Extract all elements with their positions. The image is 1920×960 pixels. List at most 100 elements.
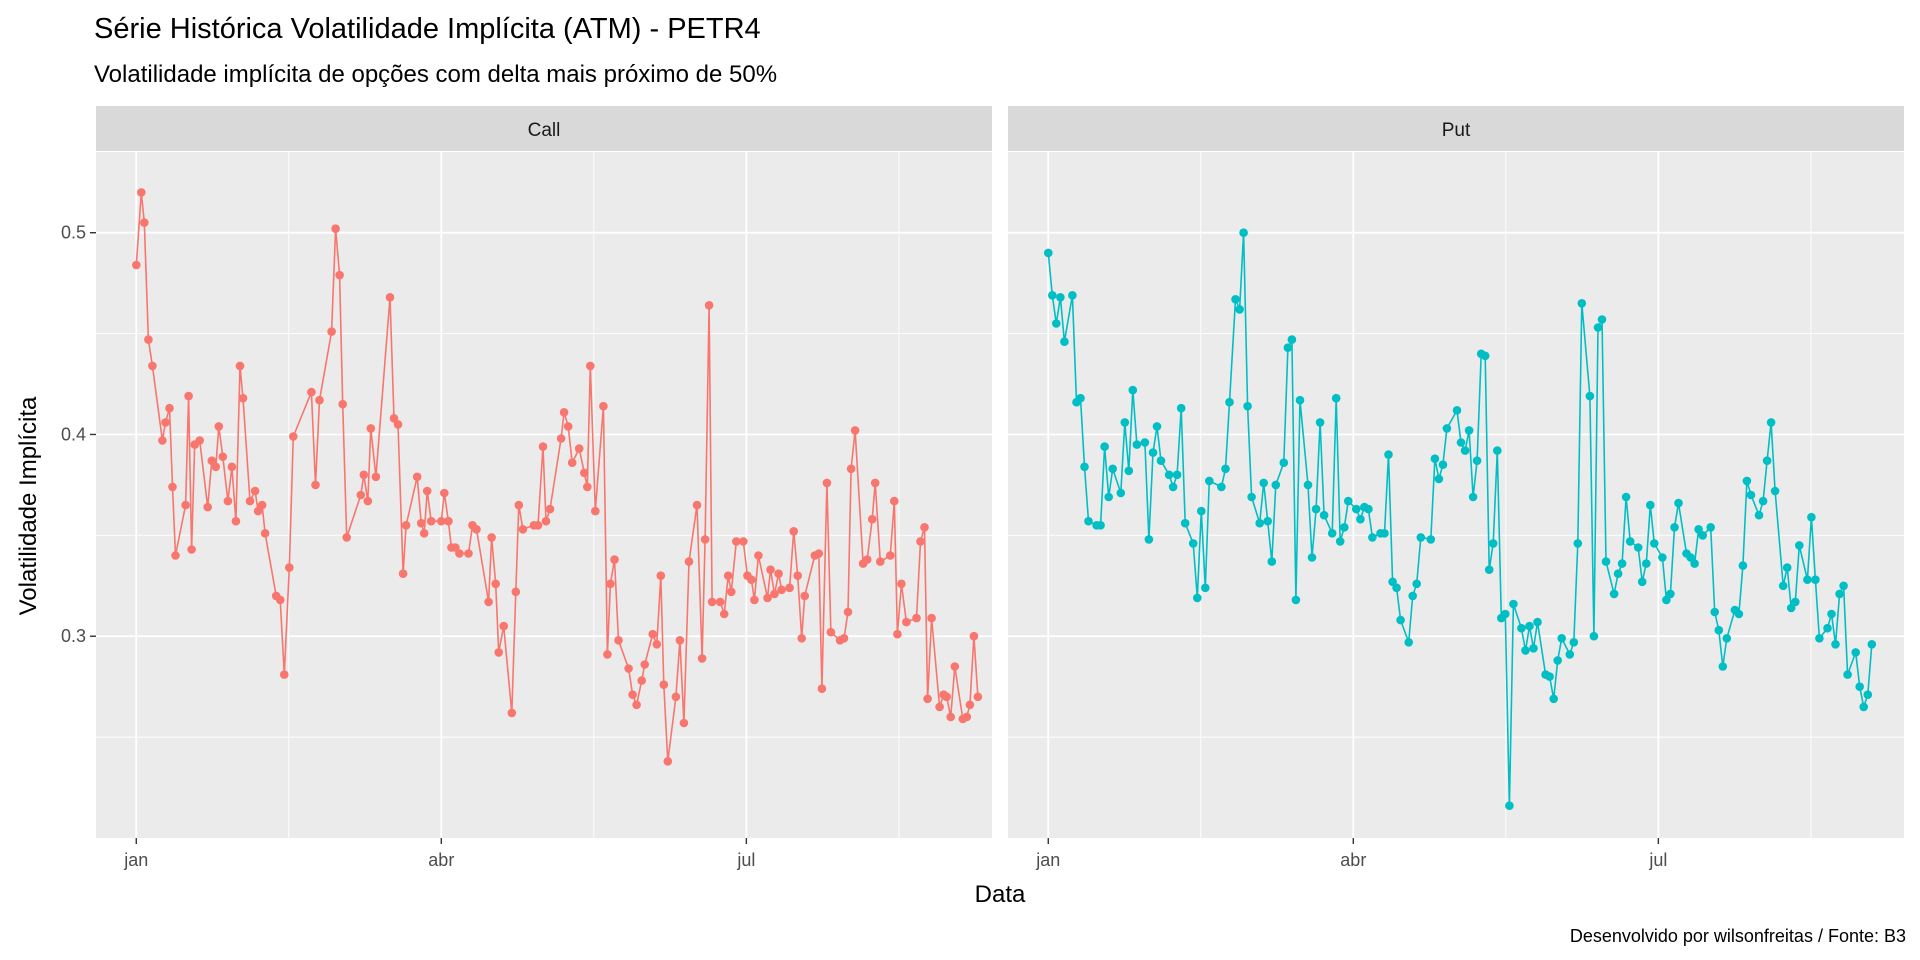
data-point bbox=[307, 387, 316, 397]
data-point bbox=[514, 500, 524, 510]
data-point bbox=[1416, 533, 1426, 542]
y-tick-label: 0.4 bbox=[61, 424, 86, 444]
data-point bbox=[1307, 553, 1317, 562]
data-point bbox=[747, 575, 756, 584]
data-point bbox=[1044, 248, 1053, 258]
data-point bbox=[817, 684, 827, 693]
data-point bbox=[675, 636, 685, 645]
data-point bbox=[1823, 623, 1832, 633]
data-point bbox=[1287, 335, 1297, 344]
data-point bbox=[1384, 450, 1393, 459]
data-point bbox=[315, 395, 324, 405]
data-point bbox=[763, 593, 772, 603]
data-point bbox=[1674, 498, 1683, 508]
data-point bbox=[1243, 401, 1252, 411]
data-point bbox=[727, 587, 736, 597]
data-point bbox=[715, 597, 725, 607]
data-point bbox=[1144, 535, 1154, 544]
data-point bbox=[158, 436, 167, 445]
data-point bbox=[1855, 682, 1864, 691]
data-point bbox=[606, 579, 615, 589]
data-point bbox=[580, 468, 589, 478]
data-point bbox=[1553, 656, 1562, 665]
data-point bbox=[137, 188, 146, 197]
data-point bbox=[1686, 553, 1695, 562]
data-point bbox=[574, 444, 584, 453]
data-point bbox=[1068, 291, 1077, 300]
data-point bbox=[338, 399, 348, 409]
data-point bbox=[1392, 583, 1401, 593]
data-point bbox=[599, 401, 608, 411]
data-point bbox=[1650, 539, 1659, 548]
data-point bbox=[723, 571, 733, 580]
data-point bbox=[732, 537, 741, 546]
data-point bbox=[238, 393, 248, 403]
data-point bbox=[371, 472, 381, 482]
data-point bbox=[1426, 535, 1436, 544]
data-point bbox=[965, 700, 975, 710]
data-point bbox=[1851, 648, 1860, 657]
facet-panel-call: Call jan abr jul bbox=[96, 106, 992, 870]
data-point bbox=[1831, 640, 1840, 649]
data-point bbox=[1108, 464, 1117, 474]
data-point bbox=[789, 527, 798, 536]
data-point bbox=[214, 422, 224, 431]
data-point bbox=[1247, 492, 1256, 502]
data-point bbox=[1533, 617, 1542, 627]
data-point bbox=[950, 662, 960, 671]
data-point bbox=[1549, 694, 1558, 704]
data-point bbox=[1509, 599, 1518, 609]
data-point bbox=[144, 335, 153, 344]
data-point bbox=[603, 650, 612, 659]
data-point bbox=[1084, 516, 1093, 526]
data-point bbox=[556, 434, 566, 443]
data-point bbox=[1404, 638, 1413, 647]
data-point bbox=[628, 690, 637, 699]
data-point bbox=[1356, 514, 1365, 524]
data-point bbox=[663, 757, 673, 766]
data-point bbox=[700, 535, 710, 544]
data-point bbox=[1758, 496, 1768, 506]
data-point bbox=[1303, 480, 1313, 490]
data-point bbox=[359, 470, 369, 480]
data-point bbox=[1694, 525, 1703, 534]
data-point bbox=[227, 462, 237, 472]
data-point bbox=[1762, 456, 1772, 466]
data-point bbox=[1597, 315, 1607, 324]
data-point bbox=[327, 327, 336, 336]
data-point bbox=[754, 551, 763, 560]
data-point bbox=[1217, 482, 1226, 492]
data-point bbox=[1839, 581, 1848, 591]
data-point bbox=[797, 634, 806, 643]
data-point bbox=[231, 516, 241, 526]
data-point bbox=[1766, 418, 1776, 427]
data-point bbox=[870, 478, 880, 488]
data-point bbox=[1585, 391, 1595, 401]
data-point bbox=[1746, 490, 1756, 500]
data-point bbox=[648, 629, 657, 639]
data-point bbox=[385, 293, 395, 302]
data-point bbox=[774, 569, 783, 578]
data-point bbox=[707, 597, 717, 607]
data-point bbox=[195, 436, 204, 445]
x-tick-label: abr bbox=[1340, 850, 1366, 870]
data-point bbox=[181, 500, 190, 510]
data-point bbox=[518, 525, 528, 534]
data-point bbox=[671, 692, 681, 702]
data-point bbox=[1670, 523, 1679, 532]
data-point bbox=[1259, 478, 1268, 488]
data-point bbox=[893, 629, 902, 639]
data-point bbox=[1239, 228, 1248, 237]
data-point bbox=[766, 565, 775, 574]
x-tick-label: jan bbox=[123, 850, 148, 870]
data-point bbox=[1176, 403, 1186, 413]
data-point bbox=[1255, 518, 1264, 528]
data-point bbox=[1295, 395, 1305, 405]
data-point bbox=[1646, 500, 1655, 510]
data-point bbox=[969, 631, 979, 641]
data-point bbox=[583, 482, 592, 492]
data-point bbox=[1172, 470, 1182, 480]
data-point bbox=[1368, 533, 1377, 542]
data-point bbox=[1815, 634, 1824, 643]
panel-background bbox=[96, 152, 992, 838]
